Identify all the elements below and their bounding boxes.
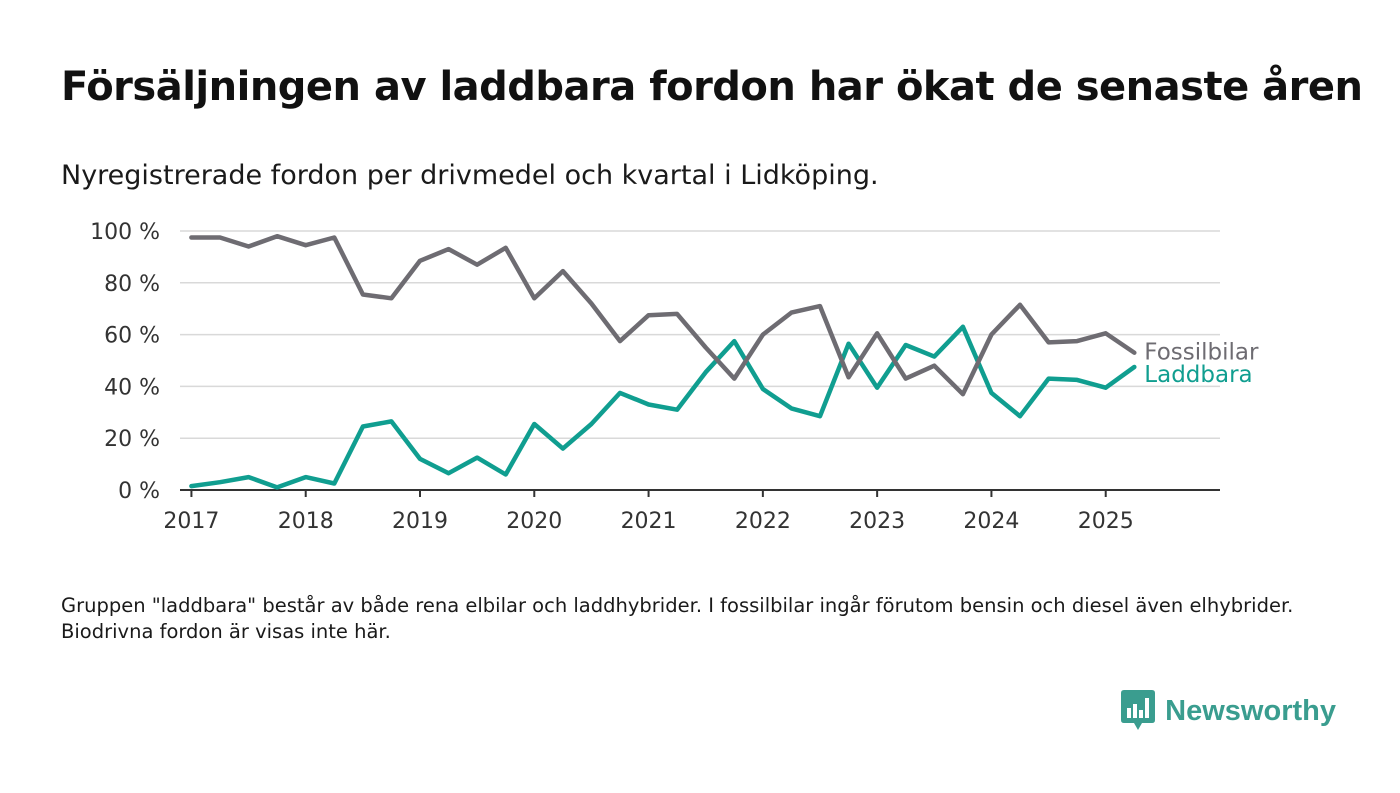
brand-logo: Newsworthy — [1121, 690, 1336, 732]
x-tick-label: 2025 — [1078, 509, 1134, 534]
y-tick-label: 100 % — [90, 220, 160, 245]
series-label-fossilbilar: Fossilbilar — [1144, 340, 1259, 366]
chart-subtitle: Nyregistrerade fordon per drivmedel och … — [61, 160, 879, 191]
newsworthy-logo-icon — [1121, 690, 1156, 730]
series-line-fossilbilar — [189, 233, 1137, 397]
x-tick-label: 2022 — [735, 509, 791, 534]
x-tick-label: 2021 — [621, 509, 677, 534]
series-line-laddbara — [189, 324, 1137, 490]
footnote: Gruppen "laddbara" består av både rena e… — [61, 594, 1294, 643]
x-tick-label: 2023 — [849, 509, 905, 534]
x-tick-label: 2020 — [506, 509, 562, 534]
chart-title: Försäljningen av laddbara fordon har öka… — [61, 64, 1363, 110]
line-chart: 0 % 20 % 40 % 60 % 80 % 100 % 2017 2018 2019 2020… — [90, 220, 1260, 534]
x-tick-label: 2018 — [278, 509, 334, 534]
x-tick-label: 2019 — [392, 509, 448, 534]
x-tick-label: 2017 — [163, 509, 219, 534]
y-tick-label: 0 % — [118, 479, 160, 504]
y-tick-label: 40 % — [104, 375, 160, 400]
brand-name: Newsworthy — [1165, 694, 1336, 727]
y-tick-label: 60 % — [104, 324, 160, 349]
y-tick-label: 80 % — [104, 272, 160, 297]
y-tick-label: 20 % — [104, 427, 160, 452]
x-tick-label: 2024 — [963, 509, 1019, 534]
series-label-laddbara: Laddbara — [1144, 362, 1252, 388]
